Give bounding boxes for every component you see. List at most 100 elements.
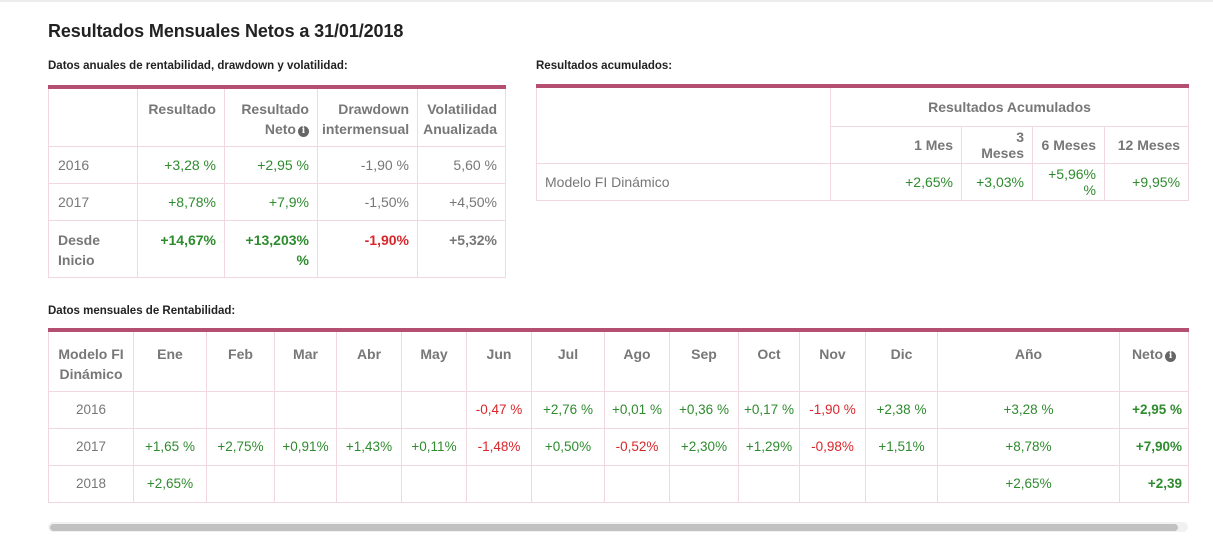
- cumulative-cell: +5,96% %: [1032, 162, 1105, 201]
- annual-header-drawdown: Drawdown intermensual: [317, 86, 418, 147]
- monthly-cell: +2,30%: [669, 427, 739, 466]
- monthly-cell: [466, 464, 532, 503]
- monthly-cell: [336, 390, 402, 429]
- monthly-cell: [401, 464, 467, 503]
- monthly-cell: +1,29%: [738, 427, 800, 466]
- annual-header-empty: [48, 86, 138, 147]
- annual-table: Resultado Resultado Neto i Drawdown inter…: [48, 85, 506, 278]
- monthly-row-year: 2018: [48, 464, 134, 503]
- monthly-cell-neto: +2,39: [1119, 464, 1189, 503]
- annual-cell: +7,9%: [224, 182, 318, 221]
- monthly-cell: +0,01 %: [604, 390, 670, 429]
- monthly-header-model: Modelo FI Dinámico: [48, 329, 134, 392]
- monthly-row: 2016 -0,47 % +2,76 % +0,01 % +0,36 % +0,17 % -…: [48, 390, 1189, 429]
- annual-row-label: 2017: [48, 182, 138, 221]
- monthly-row: 2017 +1,65 % +2,75% +0,91% +1,43% +0,11% -1,48…: [48, 427, 1189, 466]
- annual-cell: -1,90%: [317, 219, 418, 278]
- annual-header-resultado-neto: Resultado Neto i: [224, 86, 318, 147]
- monthly-cell: [274, 464, 337, 503]
- cumulative-header-empty: [536, 85, 831, 164]
- monthly-cell: +2,38 %: [865, 390, 938, 429]
- info-circle-icon[interactable]: i: [1165, 351, 1177, 362]
- cumulative-header-12m: 12 Meses: [1103, 125, 1190, 164]
- cumulative-row-label: Modelo FI Dinámico: [536, 162, 831, 201]
- cumulative-group-row: Resultados Acumulados: [536, 85, 1190, 164]
- annual-row: 2016 +3,28 % +2,95 % -1,90 % 5,60 %: [48, 145, 506, 184]
- monthly-cell-year-total: +8,78%: [937, 427, 1120, 466]
- monthly-cell: [738, 464, 800, 503]
- info-circle-icon[interactable]: i: [298, 126, 309, 137]
- annual-cell: +8,78%: [137, 182, 225, 221]
- monthly-cell: +2,65%: [133, 464, 207, 503]
- annual-row: 2017 +8,78% +7,9% -1,50% +4,50%: [48, 182, 506, 221]
- monthly-header-year: Año: [937, 329, 1120, 392]
- monthly-header-month: Feb: [206, 329, 275, 392]
- monthly-row: 2018 +2,65% +2,65% +2,39: [48, 464, 1189, 503]
- monthly-cell: +2,75%: [206, 427, 275, 466]
- monthly-header-row: Modelo FI Dinámico Ene Feb Mar Abr May Jun Jul…: [48, 329, 1189, 392]
- cumulative-header-6m: 6 Meses: [1032, 125, 1105, 164]
- cumulative-header-3m: 3 Meses: [961, 125, 1033, 164]
- monthly-header-month: Oct: [738, 329, 800, 392]
- monthly-header-month: Mar: [274, 329, 337, 392]
- monthly-cell: +0,36 %: [669, 390, 739, 429]
- cumulative-subtitle: Resultados acumulados:: [536, 60, 673, 72]
- monthly-cell: -0,52%: [604, 427, 670, 466]
- monthly-cell: +1,65 %: [133, 427, 207, 466]
- monthly-header-month: Dic: [865, 329, 938, 392]
- monthly-header-month: Sep: [669, 329, 739, 392]
- monthly-cell: +0,17 %: [738, 390, 800, 429]
- cumulative-group-header: Resultados Acumulados: [829, 85, 1190, 127]
- monthly-header-neto-label: Neto: [1131, 346, 1164, 362]
- annual-cell: +4,50%: [417, 182, 506, 221]
- annual-cell: +14,67%: [137, 219, 225, 278]
- monthly-cell-year-total: +3,28 %: [937, 390, 1120, 429]
- annual-cell: -1,90 %: [317, 145, 418, 184]
- monthly-header-month: Jul: [531, 329, 605, 392]
- cumulative-header-row: 1 Mes 3 Meses 6 Meses 12 Meses: [537, 125, 1190, 164]
- monthly-cell: [206, 390, 275, 429]
- cumulative-row: Modelo FI Dinámico +2,65% +3,03% +5,96% …: [536, 162, 1190, 201]
- monthly-header-month: Ago: [604, 329, 670, 392]
- monthly-body: 2016 -0,47 % +2,76 % +0,01 % +0,36 % +0,17 % -…: [48, 390, 1189, 503]
- annual-header-volatilidad: Volatilidad Anualizada: [417, 86, 506, 147]
- annual-header-row: Resultado Resultado Neto i Drawdown inter…: [48, 86, 506, 147]
- monthly-cell: -1,90 %: [799, 390, 866, 429]
- monthly-cell: [206, 464, 275, 503]
- monthly-cell: [401, 390, 467, 429]
- monthly-cell: [133, 390, 207, 429]
- top-divider: [0, 0, 1213, 2]
- monthly-header-month: Ene: [133, 329, 207, 392]
- annual-row-label: 2016: [48, 145, 138, 184]
- monthly-cell: -1,48%: [466, 427, 532, 466]
- monthly-cell: +1,51%: [865, 427, 938, 466]
- cumulative-cell: +2,65%: [830, 162, 962, 201]
- monthly-cell: [336, 464, 402, 503]
- monthly-cell: [669, 464, 739, 503]
- monthly-subtitle: Datos mensuales de Rentabilidad:: [48, 305, 236, 317]
- monthly-header-month: Nov: [799, 329, 866, 392]
- annual-row-label: Desde Inicio: [48, 219, 138, 278]
- monthly-cell: [604, 464, 670, 503]
- annual-cell: +3,28 %: [137, 145, 225, 184]
- annual-cell: -1,50%: [317, 182, 418, 221]
- monthly-table: Modelo FI Dinámico Ene Feb Mar Abr May Jun Jul…: [48, 328, 1189, 503]
- annual-row-total: Desde Inicio +14,67% +13,203% % -1,90% +…: [48, 219, 506, 278]
- monthly-header-month: Abr: [336, 329, 402, 392]
- monthly-cell: -0,98%: [799, 427, 866, 466]
- annual-cell: +13,203% %: [224, 219, 318, 278]
- monthly-cell: -0,47 %: [466, 390, 532, 429]
- annual-subtitle: Datos anuales de rentabilidad, drawdown …: [48, 60, 348, 72]
- monthly-cell: +0,11%: [401, 427, 467, 466]
- cumulative-cell: +3,03%: [961, 162, 1033, 201]
- annual-header-resultado-neto-label: Resultado Neto: [241, 101, 309, 137]
- monthly-cell-year-total: +2,65%: [937, 464, 1120, 503]
- monthly-cell: [531, 464, 605, 503]
- horizontal-scrollbar-thumb[interactable]: [50, 524, 1178, 531]
- cumulative-cell: +9,95%: [1103, 162, 1190, 201]
- monthly-header-neto: Neto i: [1119, 329, 1189, 392]
- monthly-header-month: Jun: [466, 329, 532, 392]
- annual-cell: +5,32%: [417, 219, 506, 278]
- annual-header-resultado: Resultado: [137, 86, 225, 147]
- monthly-cell-neto: +7,90%: [1119, 427, 1189, 466]
